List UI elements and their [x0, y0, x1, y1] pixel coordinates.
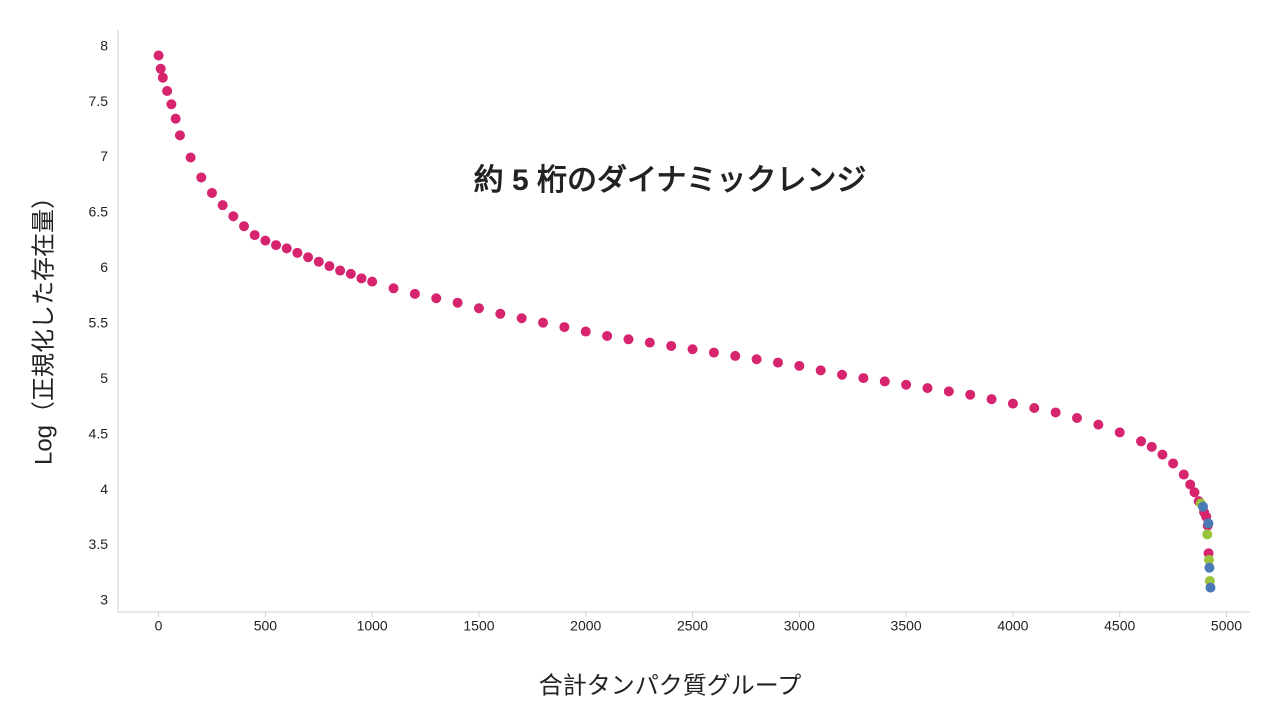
data-point: [1168, 458, 1179, 469]
y-axis-label: Log（正規化した存在量）: [30, 185, 57, 465]
data-point: [602, 330, 613, 341]
data-point: [271, 240, 282, 251]
y-tick-label: 3: [100, 592, 108, 608]
x-tick-label: 3500: [891, 618, 922, 634]
data-point: [580, 326, 591, 337]
data-point: [858, 373, 869, 384]
data-point: [495, 308, 506, 319]
data-point: [772, 357, 783, 368]
data-point: [730, 350, 741, 361]
data-point: [1202, 529, 1213, 540]
data-point: [1198, 501, 1209, 512]
y-tick-label: 6: [100, 259, 108, 275]
data-point: [1146, 441, 1157, 452]
y-tick-label: 3.5: [89, 536, 109, 552]
data-point: [965, 389, 976, 400]
data-point: [260, 235, 271, 246]
data-point: [313, 256, 324, 267]
data-point: [303, 252, 314, 263]
x-tick-label: 4000: [997, 618, 1028, 634]
data-point: [281, 243, 292, 254]
x-tick-label: 3000: [784, 618, 815, 634]
data-point: [345, 268, 356, 279]
x-tick-label: 1000: [357, 618, 388, 634]
data-point: [162, 85, 173, 96]
data-point: [794, 360, 805, 371]
data-point: [901, 379, 912, 390]
data-point: [174, 130, 185, 141]
data-point: [559, 322, 570, 333]
chart-title: 約 5 桁のダイナミックレンジ: [474, 163, 867, 197]
data-point: [1114, 427, 1125, 438]
data-point: [367, 276, 378, 287]
data-point: [708, 347, 719, 358]
data-point: [1205, 582, 1216, 593]
data-point: [228, 211, 239, 222]
y-tick-label: 5: [100, 370, 108, 386]
data-point: [170, 113, 181, 124]
data-point: [687, 344, 698, 355]
data-point: [473, 303, 484, 314]
data-point: [1071, 413, 1082, 423]
data-point: [1050, 407, 1061, 418]
y-tick-label: 4.5: [89, 425, 109, 441]
data-point: [623, 334, 634, 345]
y-tick-label: 8: [100, 37, 108, 53]
data-point: [516, 313, 527, 324]
data-point: [356, 273, 367, 284]
data-point: [1185, 479, 1196, 490]
data-point: [166, 99, 177, 110]
x-tick-label: 2500: [677, 618, 708, 634]
data-point: [157, 72, 168, 83]
data-point: [1203, 518, 1214, 529]
x-tick-label: 0: [155, 618, 163, 634]
data-point: [185, 152, 196, 163]
x-tick-label: 4500: [1104, 618, 1135, 634]
data-point: [196, 172, 207, 183]
y-tick-label: 4: [100, 481, 108, 497]
data-point: [751, 354, 762, 365]
data-point: [335, 265, 346, 276]
data-point: [206, 187, 217, 198]
data-point: [644, 337, 655, 348]
data-point: [153, 50, 164, 61]
data-point: [538, 317, 549, 328]
data-point: [239, 221, 250, 232]
data-point: [666, 340, 677, 351]
data-point: [1157, 449, 1168, 460]
data-point: [1178, 469, 1189, 480]
data-point: [1007, 398, 1018, 409]
data-point: [879, 376, 890, 387]
data-point: [1029, 403, 1040, 414]
y-tick-label: 7.5: [89, 93, 109, 109]
data-point: [1136, 436, 1147, 447]
y-tick-label: 7: [100, 148, 108, 164]
data-point: [837, 369, 848, 380]
data-point: [409, 288, 420, 299]
data-point: [1093, 419, 1104, 430]
data-point: [292, 247, 303, 258]
data-point: [943, 386, 954, 397]
x-tick-label: 2000: [570, 618, 601, 634]
data-point: [249, 230, 260, 241]
data-point: [431, 293, 442, 304]
x-tick-label: 1500: [463, 618, 494, 634]
data-point: [1204, 562, 1215, 573]
data-point: [1189, 487, 1200, 498]
data-point: [452, 297, 463, 308]
data-point: [388, 283, 399, 294]
data-point: [922, 383, 933, 394]
y-tick-label: 6.5: [89, 204, 109, 220]
data-point: [986, 394, 997, 405]
x-tick-label: 500: [254, 618, 278, 634]
x-tick-label: 5000: [1211, 618, 1242, 634]
data-point: [217, 200, 228, 211]
x-axis-label: 合計タンパク質グループ: [539, 672, 802, 699]
y-tick-label: 5.5: [89, 314, 109, 330]
data-point: [324, 261, 335, 272]
data-point: [1203, 554, 1214, 565]
data-point: [815, 365, 826, 376]
data-point: [155, 63, 166, 74]
